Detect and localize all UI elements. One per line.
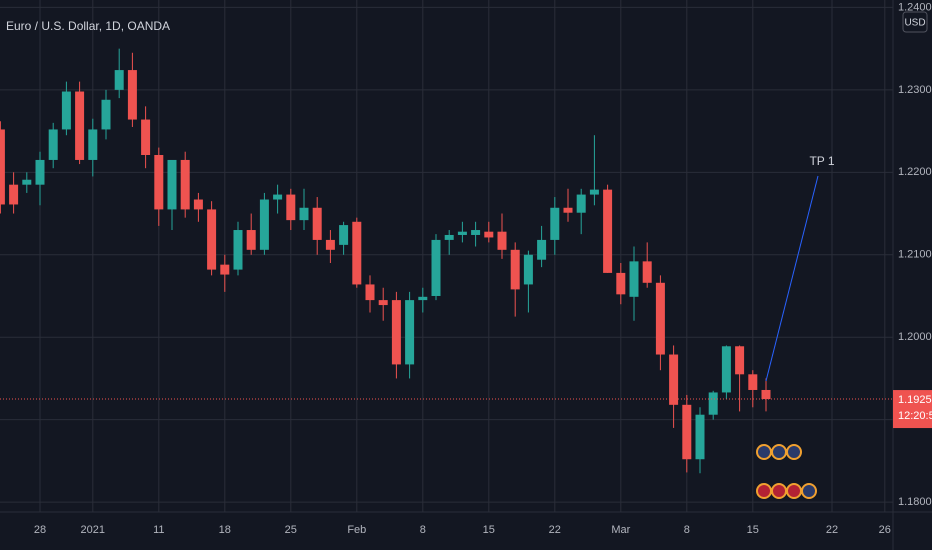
annotation: TP 1 [809, 154, 834, 168]
candle-body [616, 272, 626, 295]
candle-body [207, 209, 217, 270]
candle-body [418, 296, 428, 301]
x-tick-label: 11 [153, 524, 164, 536]
candle-body [365, 284, 375, 301]
candle-body [154, 155, 164, 210]
x-tick-label: 18 [219, 524, 231, 536]
candle-body [682, 404, 692, 460]
x-tick-label: 26 [879, 524, 891, 536]
candle-body [669, 354, 679, 405]
candle-body [523, 254, 533, 285]
candle-body [378, 300, 388, 306]
candle-body [233, 230, 243, 270]
candle-body [35, 159, 45, 185]
candle-body [629, 261, 639, 297]
x-tick-label: Mar [611, 524, 630, 536]
candle-body [484, 231, 494, 238]
candle-body [0, 129, 5, 205]
countdown: 12:20:55 [898, 410, 932, 422]
candle-body [127, 70, 137, 120]
candles [0, 48, 771, 474]
candle-body [339, 225, 349, 245]
y-tick-label: 1.21000 [898, 249, 932, 261]
x-tick-label: 22 [826, 524, 838, 536]
candle-body [735, 346, 745, 375]
candle-body [312, 207, 322, 240]
candle-body [708, 392, 718, 415]
x-tick-label: 15 [483, 524, 495, 536]
candle-body [655, 282, 665, 355]
candle-body [101, 99, 111, 130]
candle-body [550, 207, 560, 240]
candle-body [457, 231, 467, 235]
candle-body [444, 234, 454, 240]
candle-body [180, 159, 190, 210]
candle-body [642, 261, 652, 283]
candle-body [405, 300, 415, 365]
candle-body [61, 91, 71, 130]
x-tick-label: 2021 [81, 524, 105, 536]
candle-body [246, 230, 256, 250]
candle-body [352, 221, 362, 285]
candle-body [497, 231, 507, 250]
candle-body [220, 264, 230, 275]
candle-body [537, 239, 547, 260]
candle-body [576, 194, 586, 213]
candle-body [748, 374, 758, 390]
candle-body [193, 199, 203, 210]
currency[interactable]: USD [904, 18, 925, 29]
candle-body [114, 70, 124, 90]
y-tick-label: 1.24000 [898, 1, 932, 13]
currency-box[interactable] [902, 11, 928, 33]
candle-body [563, 207, 573, 213]
candle-body [259, 199, 269, 250]
x-tick-label: 25 [285, 524, 297, 536]
y-tick-label: 1.23000 [898, 84, 932, 96]
candle-body [695, 414, 705, 460]
candle-body [141, 119, 151, 156]
event-icons [756, 444, 817, 499]
y-tick-label: 1.18000 [898, 496, 932, 508]
candle-body [75, 91, 85, 160]
y-tick-label: 1.20000 [898, 331, 932, 343]
x-tick-label: 15 [747, 524, 759, 536]
last-price-tag [893, 390, 932, 429]
candle-body [391, 300, 401, 365]
x-tick-label: Feb [347, 524, 366, 536]
candle-body [167, 159, 177, 210]
x-tick-label: 22 [549, 524, 561, 536]
candle-body [9, 184, 19, 205]
chart-title: Euro / U.S. Dollar, 1D, OANDA [6, 19, 170, 33]
x-tick-label: 8 [684, 524, 690, 536]
candle-body [88, 129, 98, 160]
candle-body [286, 194, 296, 221]
candle-body [589, 189, 599, 195]
candle-body [273, 194, 283, 200]
annotation-line [765, 175, 819, 382]
candle-body [48, 129, 58, 160]
candle-body [510, 249, 520, 290]
x-tick-label: 28 [34, 524, 46, 536]
candle-body [22, 179, 32, 185]
last-price-label: 1.19250 [898, 394, 932, 406]
candle-body [603, 189, 613, 273]
y-tick-label: 1.22000 [898, 166, 932, 178]
candle-body [299, 207, 309, 221]
candle-body [761, 389, 771, 400]
candle-body [471, 230, 481, 235]
x-tick-label: 8 [420, 524, 426, 536]
candle-body [721, 346, 731, 393]
candle-body [325, 239, 335, 250]
candle-body [431, 239, 441, 296]
